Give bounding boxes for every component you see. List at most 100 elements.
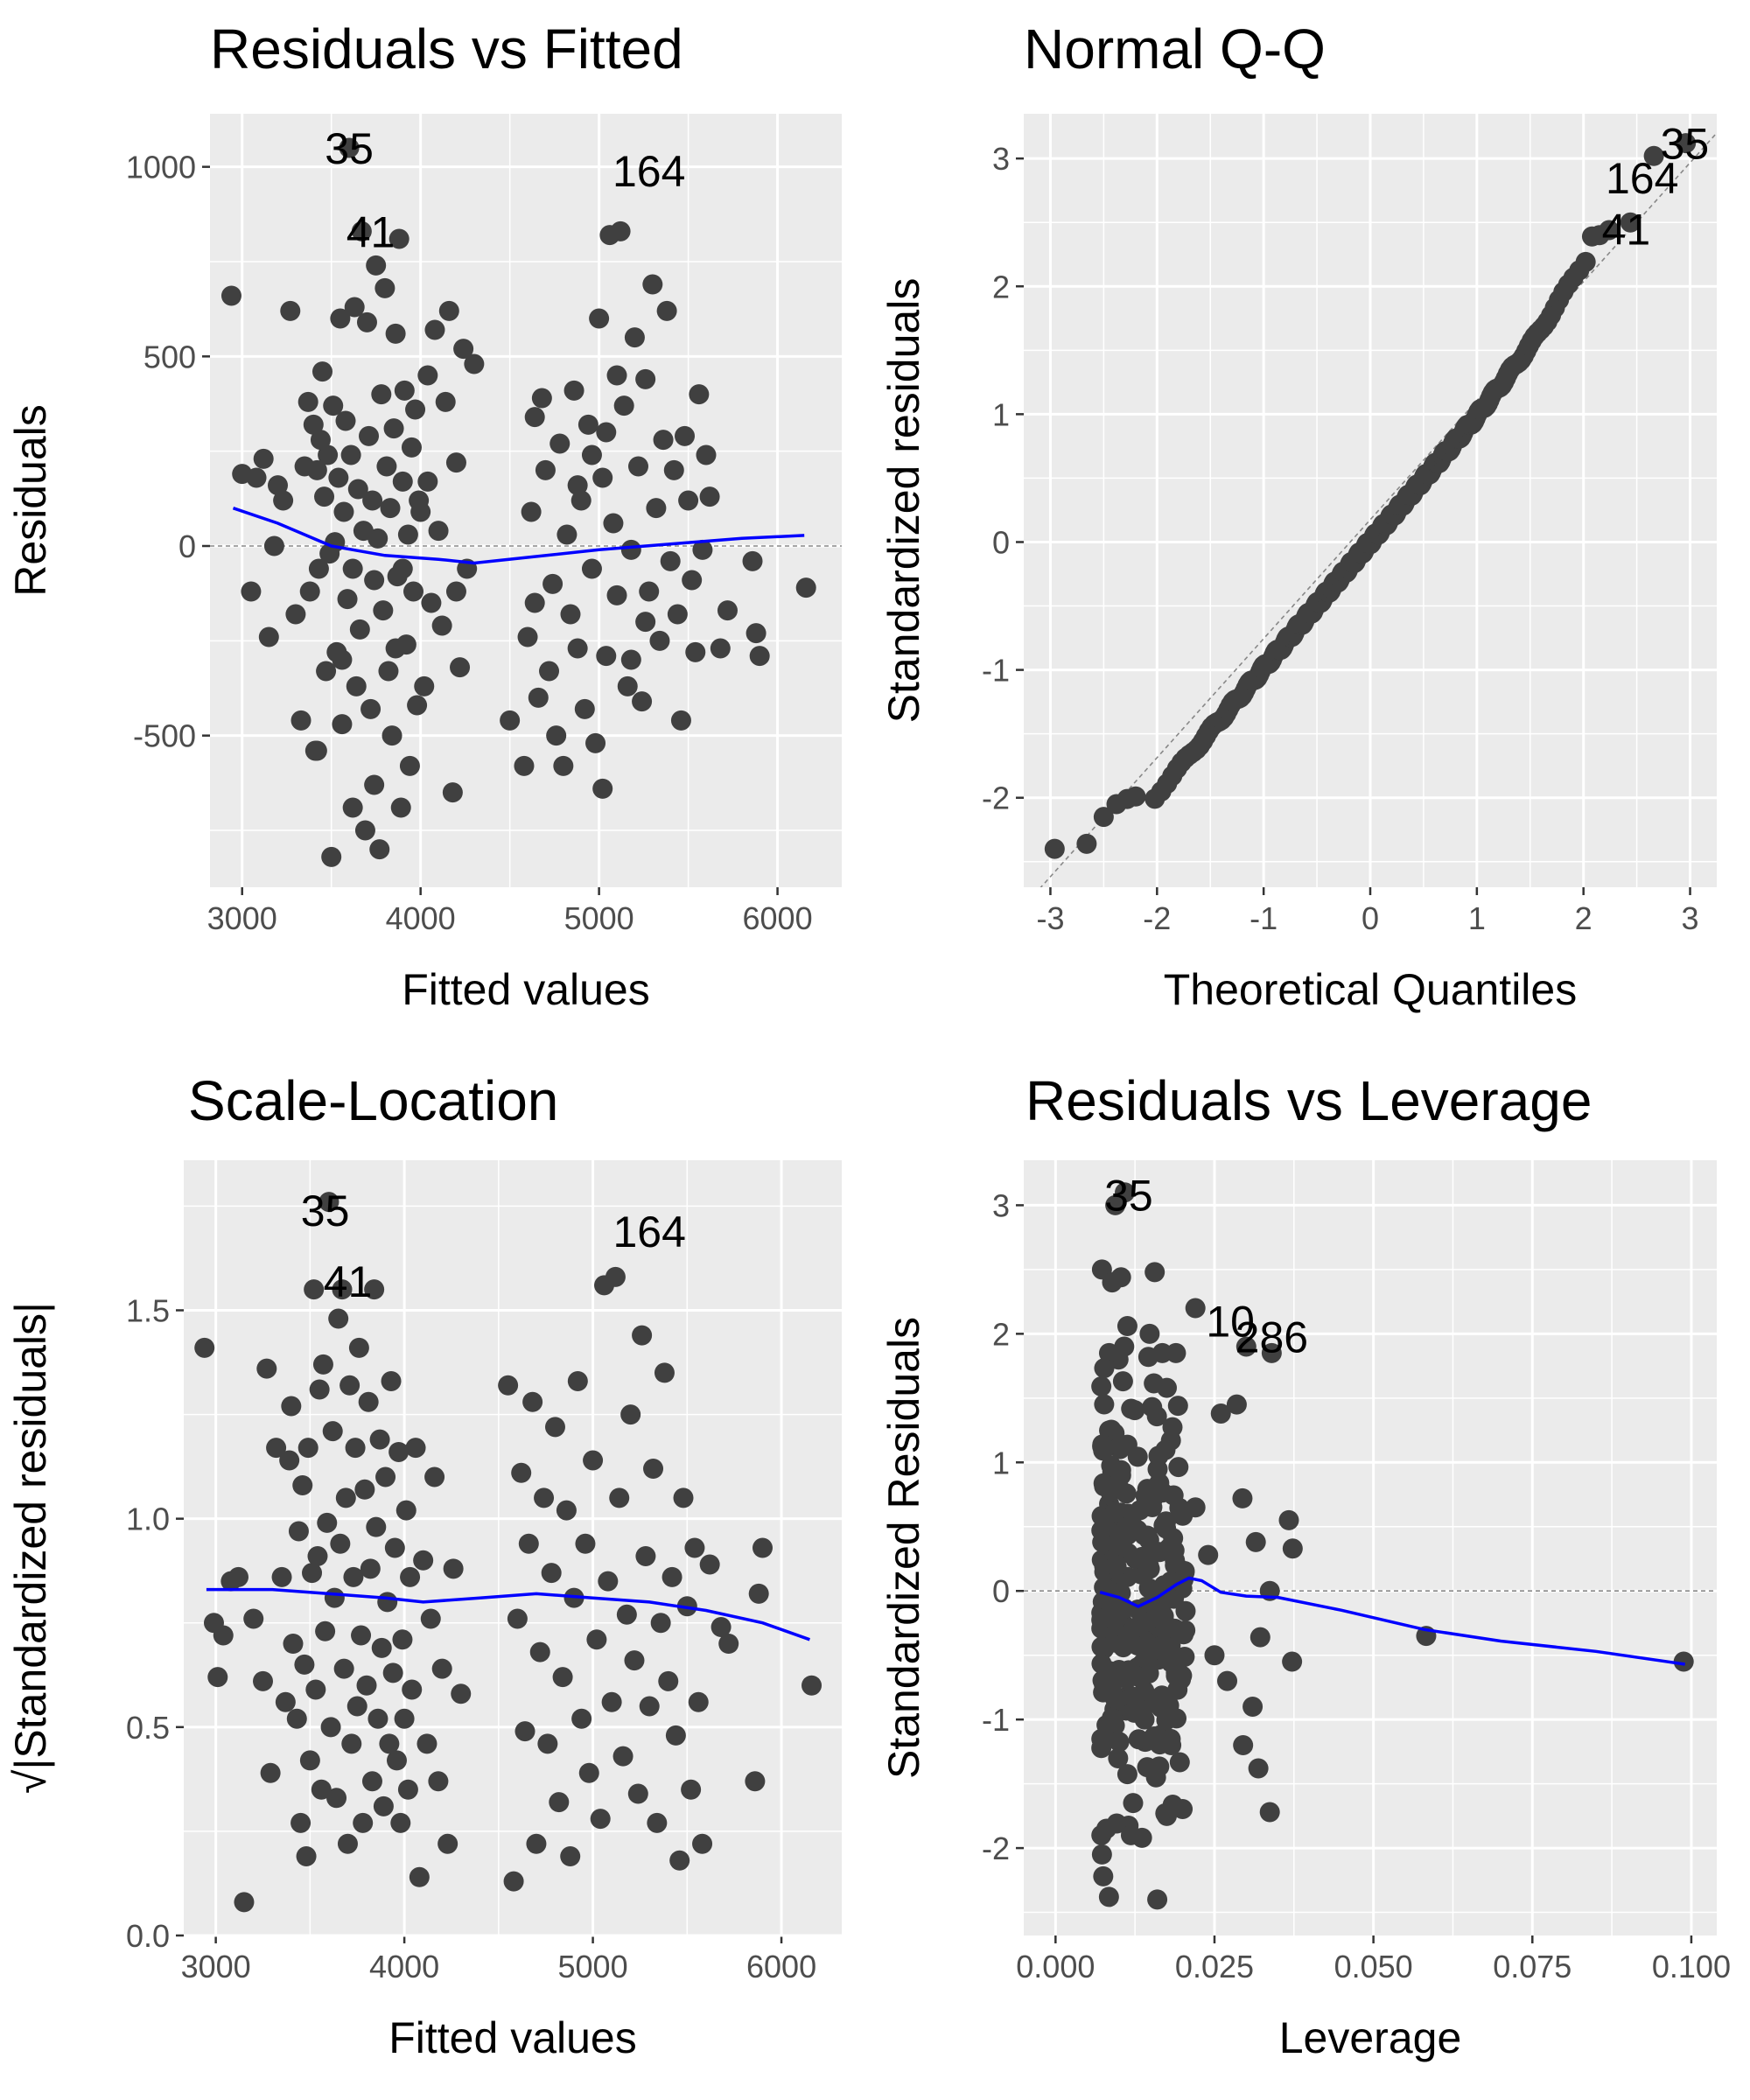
data-point <box>402 1679 423 1700</box>
data-point <box>332 714 353 735</box>
x-tick-label: 6000 <box>746 1949 816 1984</box>
data-point <box>581 558 602 579</box>
data-point <box>356 1675 377 1696</box>
y-axis-label: Standardized residuals <box>879 278 928 724</box>
data-point <box>675 425 696 446</box>
data-point <box>369 1429 390 1450</box>
data-point <box>1160 1728 1181 1749</box>
data-point <box>346 676 367 696</box>
data-point <box>1093 1866 1114 1886</box>
data-point <box>639 581 660 602</box>
data-point <box>410 501 431 522</box>
data-point <box>678 490 699 511</box>
y-axis-label: Residuals <box>6 404 55 597</box>
data-point <box>526 1833 547 1854</box>
data-point <box>1125 786 1146 807</box>
data-point <box>1643 145 1664 166</box>
data-point <box>234 1892 255 1913</box>
data-point <box>324 1587 345 1608</box>
data-point <box>692 539 713 560</box>
data-point <box>1160 1634 1181 1656</box>
data-point <box>560 604 581 625</box>
data-point <box>802 1675 822 1696</box>
data-point <box>310 430 331 451</box>
data-point <box>290 1812 312 1833</box>
data-point <box>649 630 670 651</box>
data-point <box>596 422 617 443</box>
data-point <box>399 755 420 776</box>
data-point <box>1149 1756 1170 1777</box>
data-point <box>1259 1802 1280 1823</box>
point-label: 35 <box>1661 120 1710 169</box>
data-point <box>340 1375 360 1396</box>
data-point <box>1120 1824 1141 1845</box>
data-point <box>578 414 598 435</box>
data-point <box>1165 1618 1186 1639</box>
data-point <box>531 388 552 409</box>
data-point <box>522 1391 543 1412</box>
data-point <box>1169 1752 1190 1773</box>
data-point <box>1156 1511 1177 1532</box>
data-point <box>290 710 312 731</box>
data-point <box>1232 1488 1253 1508</box>
data-point <box>351 220 372 242</box>
data-point <box>392 1629 413 1650</box>
x-tick-label: 0 <box>1362 900 1379 936</box>
y-tick-label: 2 <box>992 1316 1010 1352</box>
chart-title: Scale-Location <box>188 1069 558 1132</box>
data-point <box>1094 1358 1115 1379</box>
data-point <box>340 444 361 466</box>
data-point <box>581 444 602 466</box>
data-point <box>364 1279 385 1300</box>
data-point <box>332 649 353 670</box>
data-point <box>351 1625 372 1646</box>
data-point <box>667 604 688 625</box>
data-point <box>1116 1483 1137 1504</box>
data-point <box>318 444 339 466</box>
data-point <box>603 513 624 534</box>
data-point <box>1155 1439 1176 1460</box>
data-point <box>397 524 418 545</box>
x-tick-label: 0.000 <box>1016 1949 1095 1984</box>
data-point <box>337 589 358 610</box>
y-tick-label: -2 <box>982 1830 1010 1866</box>
data-point <box>1217 1670 1238 1691</box>
data-point <box>1250 1627 1270 1648</box>
data-point <box>682 570 703 591</box>
data-point <box>321 846 342 867</box>
data-point <box>718 1634 739 1655</box>
point-label: 35 <box>325 124 374 173</box>
data-point <box>1168 1457 1189 1478</box>
data-point <box>529 1642 550 1662</box>
data-point <box>1204 1645 1225 1666</box>
point-label: 35 <box>1104 1172 1153 1221</box>
data-point <box>280 300 301 321</box>
data-point <box>795 578 816 598</box>
x-tick-label: 5000 <box>558 1949 628 1984</box>
data-point <box>673 1488 694 1508</box>
data-point <box>1142 1496 1163 1517</box>
data-point <box>541 1563 562 1584</box>
data-point <box>381 1370 402 1391</box>
data-point <box>288 1521 309 1542</box>
data-point <box>400 1566 421 1587</box>
data-point <box>1261 1342 1282 1363</box>
x-tick-label: 3000 <box>181 1949 251 1984</box>
data-point <box>383 418 404 439</box>
data-point <box>346 1696 368 1717</box>
data-point <box>627 1783 648 1804</box>
data-point <box>717 600 738 621</box>
data-point <box>524 592 545 613</box>
data-point <box>583 1450 604 1471</box>
data-point <box>567 638 588 659</box>
data-point <box>1116 1764 1138 1785</box>
data-point <box>354 820 375 841</box>
data-point <box>696 444 717 466</box>
data-point <box>662 1566 682 1587</box>
data-point <box>348 1337 369 1358</box>
data-point <box>316 661 337 682</box>
data-point <box>307 1546 328 1567</box>
data-point <box>670 710 691 731</box>
data-point <box>403 581 424 602</box>
data-point <box>260 1762 281 1783</box>
